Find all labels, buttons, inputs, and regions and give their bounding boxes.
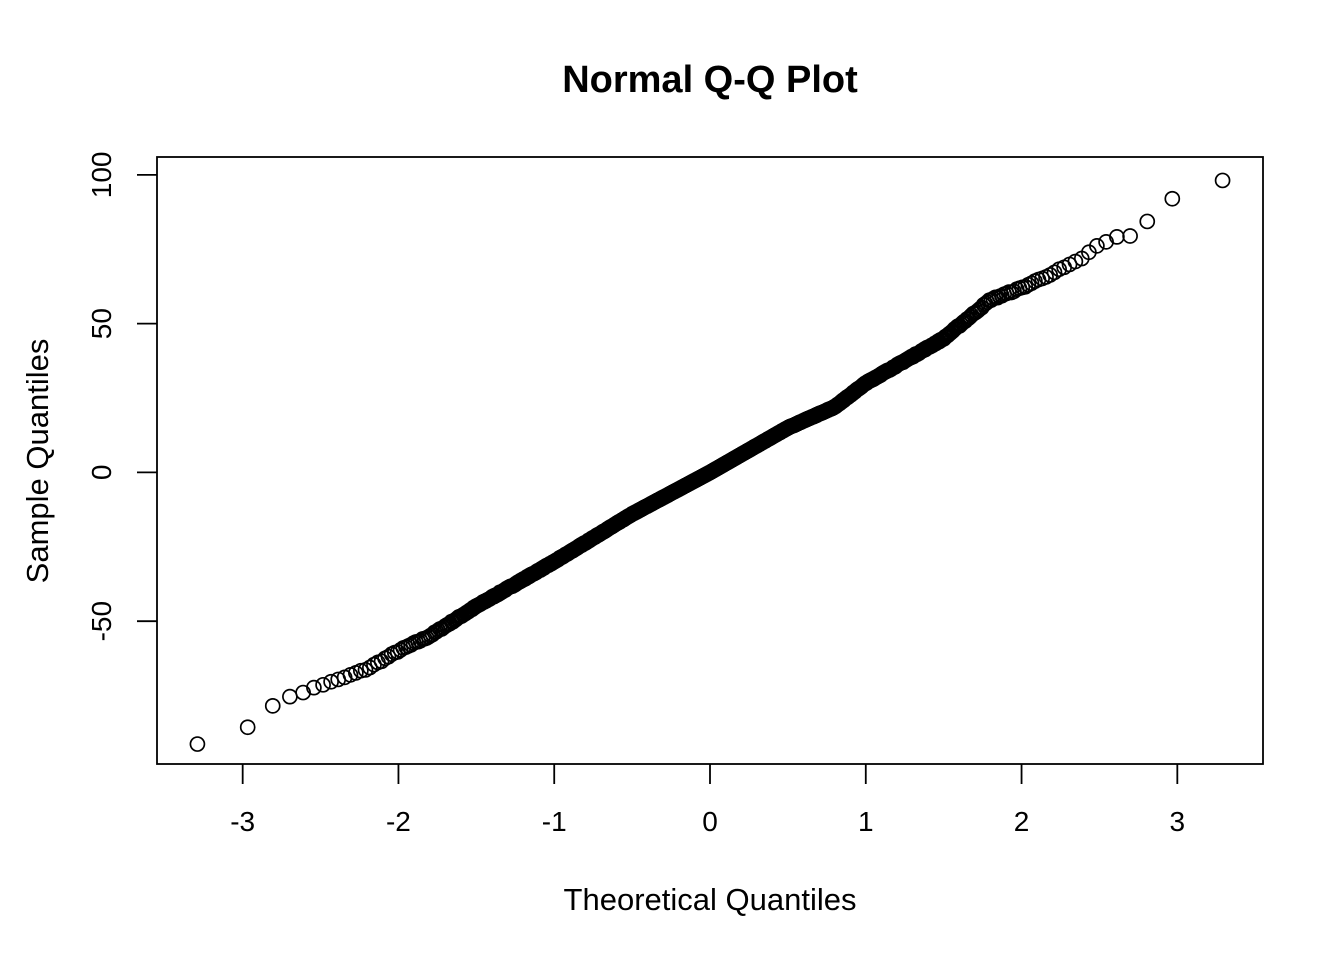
data-point <box>1046 264 1063 281</box>
x-tick-label: 1 <box>858 806 874 837</box>
data-point <box>264 697 281 714</box>
y-tick-label: 0 <box>86 465 117 481</box>
data-point <box>1164 190 1181 207</box>
x-tick-label: -2 <box>386 806 411 837</box>
data-point <box>1089 238 1105 254</box>
x-tick-label: -3 <box>230 806 255 837</box>
x-tick-label: -1 <box>542 806 567 837</box>
data-point <box>189 736 206 752</box>
x-tick-label: 2 <box>1014 806 1030 837</box>
x-axis: -3 -2 -1 0 1 2 3 <box>230 764 1185 837</box>
data-point <box>315 676 331 693</box>
chart-title: Normal Q-Q Plot <box>562 59 858 101</box>
data-point <box>239 719 256 736</box>
y-tick-label: 100 <box>86 151 117 198</box>
y-tick-label: -50 <box>86 601 117 641</box>
data-point <box>1122 228 1138 244</box>
x-tick-label: 3 <box>1170 806 1186 837</box>
data-point <box>1139 213 1156 230</box>
data-point <box>1214 172 1231 189</box>
y-axis: -50 0 50 100 <box>86 151 157 641</box>
plot-frame <box>156 156 1264 765</box>
y-tick-label: 50 <box>86 308 117 339</box>
data-point <box>306 679 322 696</box>
x-tick-label: 0 <box>702 806 718 837</box>
x-axis-label: Theoretical Quantiles <box>564 882 857 917</box>
y-axis-label: Sample Quantiles <box>20 339 55 584</box>
data-point <box>282 688 298 705</box>
data-points <box>189 172 1231 752</box>
